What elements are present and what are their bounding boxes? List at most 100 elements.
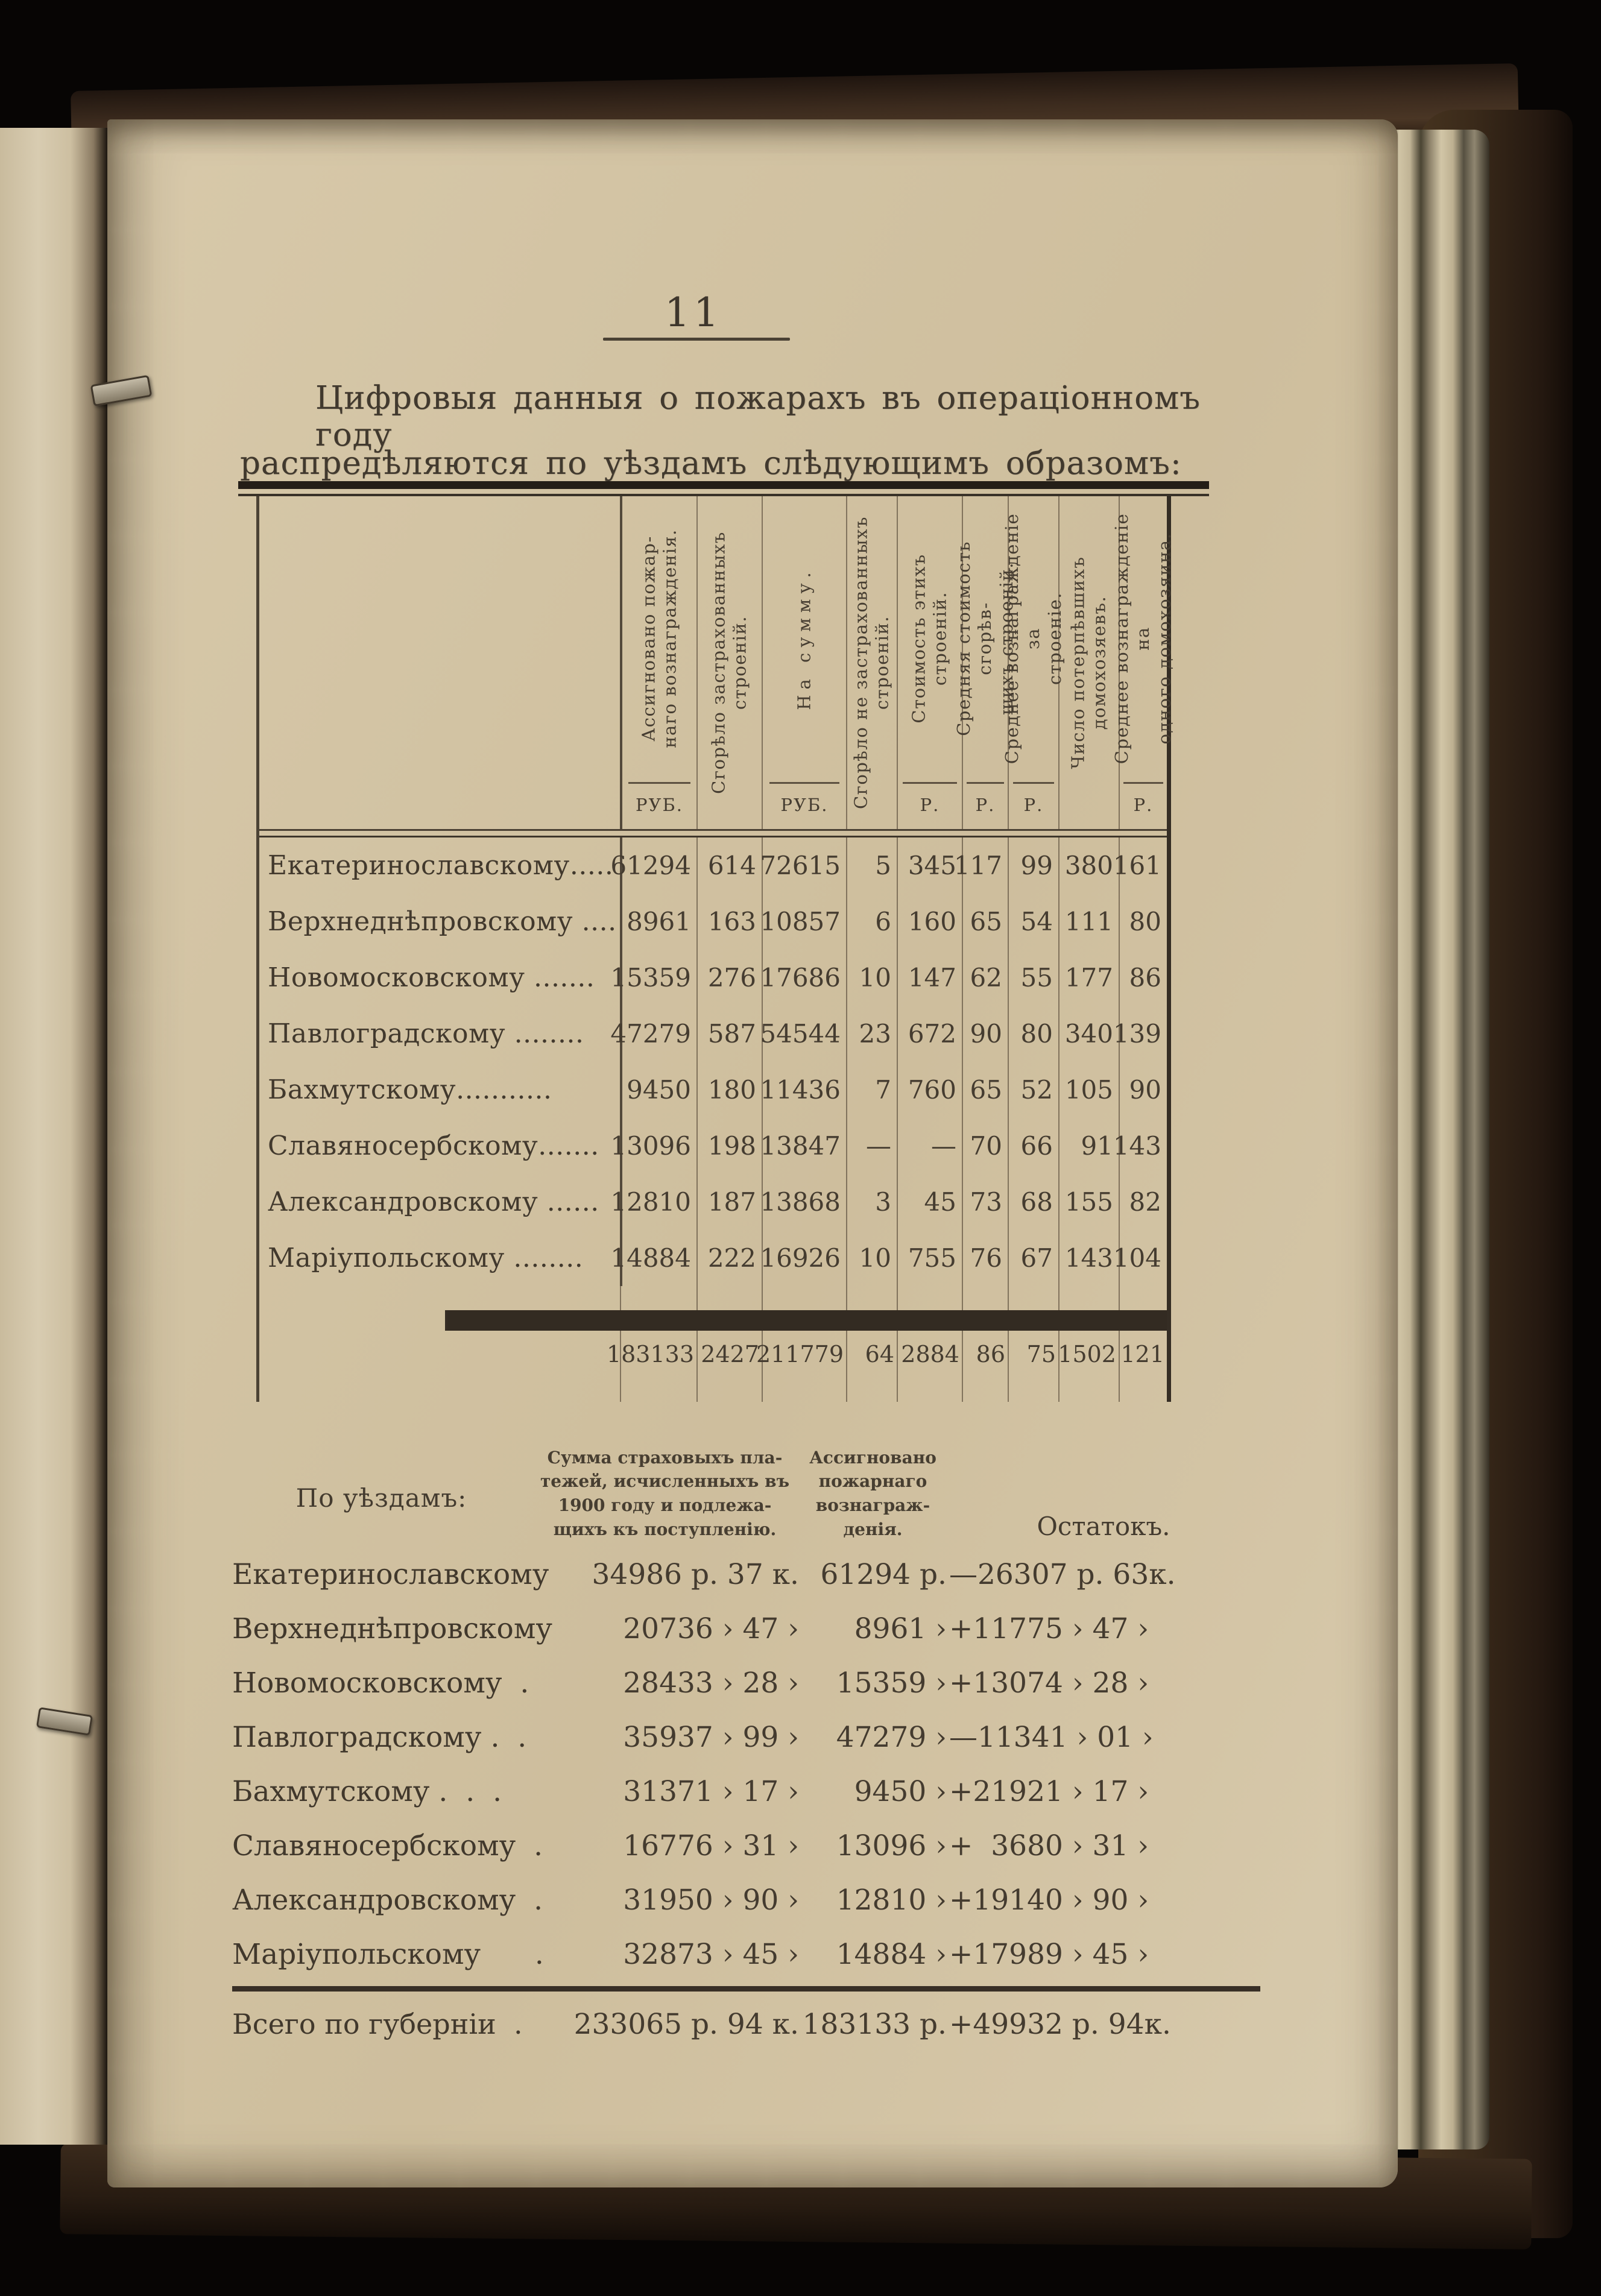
value-cell: 61294: [610, 837, 696, 894]
column-unit: Р.: [1120, 781, 1167, 829]
main-table-rows: Екатеринославскому..... 61294 614 72615 5 345…: [259, 837, 1167, 1286]
value-cell: 16926: [760, 1230, 846, 1286]
value-cell: 54: [1008, 894, 1058, 950]
district-name: Новомосковскому .......: [268, 962, 595, 993]
value-cell: 760: [897, 1062, 962, 1118]
settlement-premium: 16776 › 31 ›: [623, 1829, 799, 1862]
settlement-remainder: —11341 › 01 ›: [949, 1720, 1154, 1754]
rotated-label-wrap: Ассигновано пожар- наго вознагражденія.: [622, 496, 696, 781]
total-value-cell: 211779: [756, 1286, 846, 1402]
column-header-5: Стоимость этихъ строеній. Р.: [897, 496, 962, 829]
fires-by-district-table: Ассигновано пожар- наго вознагражденія. Р…: [238, 481, 1209, 1402]
settlement-district-name: Маріупольскому .: [232, 1937, 544, 1971]
district-name: Маріупольскому ........: [268, 1243, 584, 1273]
value-cell: 72615: [760, 837, 846, 894]
column-header-4: Сгорѣло не застрахованныхъ строеній.: [846, 496, 897, 829]
value-cell: 143: [1113, 1118, 1167, 1174]
value-cell: 139: [1113, 1006, 1167, 1062]
settlement-row: Славяносербскому . 16776 › 31 › 13096 › + 3…: [232, 1818, 1260, 1873]
settlement-assigned: 61294 р.: [820, 1557, 947, 1591]
intro-paragraph-line1: Цифровыя данныя о пожарахъ въ операціонн…: [315, 380, 1201, 453]
column-label: Сгорѣло застрахованныхъ строеній.: [708, 531, 750, 794]
value-cell: 13096: [610, 1118, 696, 1174]
settlement-row: Бахмутскому . . . 31371 › 17 › 9450 › +2192…: [232, 1764, 1260, 1818]
value-cell: 117: [954, 837, 1008, 894]
value-cell: 90: [1119, 1062, 1167, 1118]
settlement-assigned: 12810 ›: [836, 1883, 947, 1917]
main-table-totals: 183133 2427 211779 64 2884 86 75 1502 121: [259, 1286, 1167, 1402]
column-header-3: На сумму. РУБ.: [762, 496, 846, 829]
value-cell: 614: [696, 837, 762, 894]
total-value-cell: 64: [846, 1286, 897, 1402]
total-value-cell: 2427: [696, 1286, 762, 1402]
value-cell: 90: [962, 1006, 1008, 1062]
value-cell: 340: [1058, 1006, 1119, 1062]
settlement-remainder: +17989 › 45 ›: [949, 1937, 1149, 1971]
value-cell: 70: [962, 1118, 1008, 1174]
column-label: Число потерпѣвшихъ домохозяевъ.: [1067, 556, 1110, 769]
value-cell: 45: [897, 1174, 962, 1230]
settlement-row: Новомосковскому . 28433 › 28 › 15359 › +130…: [232, 1656, 1260, 1710]
district-name: Павлоградскому ........: [268, 1018, 584, 1049]
district-name: Екатеринославскому.....: [268, 850, 614, 881]
main-table-header: Ассигновано пожар- наго вознагражденія. Р…: [259, 496, 1175, 829]
column-header-2: Сгорѣло застрахованныхъ строеній.: [696, 496, 762, 829]
value-cell: 177: [1058, 950, 1119, 1006]
value-cell: 147: [897, 950, 962, 1006]
settlement-premium: 20736 › 47 ›: [623, 1612, 799, 1645]
settlement-premium: 32873 › 45 ›: [623, 1937, 799, 1971]
settlement-assigned: 14884 ›: [836, 1937, 947, 1971]
value-cell: 3: [846, 1174, 897, 1230]
value-cell: 163: [696, 894, 762, 950]
table-top-border: [238, 481, 1209, 496]
rotated-label-wrap: Среднее вознагражденіе на одного домохоз…: [1111, 496, 1175, 781]
header-divider-rule: [259, 829, 1167, 837]
settlement-col-districts: По уѣздамъ:: [295, 1483, 467, 1513]
column-header-7: Среднее вознагражденіе за строеніе. Р.: [1002, 496, 1065, 829]
value-cell: —: [897, 1118, 962, 1174]
value-cell: 345: [897, 837, 962, 894]
value-cell: 65: [962, 894, 1008, 950]
value-cell: —: [846, 1118, 897, 1174]
value-cell: 104: [1113, 1230, 1167, 1286]
value-cell: 13847: [760, 1118, 846, 1174]
settlement-remainder: +11775 › 47 ›: [949, 1612, 1149, 1645]
value-cell: 160: [897, 894, 962, 950]
settlement-remainder: —26307 р. 63к.: [949, 1557, 1176, 1591]
settlement-district-name: Славяносербскому .: [232, 1829, 543, 1862]
value-cell: 54544: [760, 1006, 846, 1062]
settlement-district-name: Бахмутскому . . .: [232, 1774, 502, 1808]
value-cell: 587: [696, 1006, 762, 1062]
value-cell: 155: [1058, 1174, 1119, 1230]
settlement-total-divider: [232, 1986, 1260, 1992]
rotated-label-wrap: Среднее вознагражденіе за строеніе.: [1002, 496, 1065, 781]
facing-page-sliver: [0, 128, 109, 2145]
settlement-header: По уѣздамъ: Сумма страховыхъ пла- тежей,…: [232, 1440, 1260, 1547]
settlement-assigned: 13096 ›: [836, 1829, 947, 1862]
value-cell: 672: [897, 1006, 962, 1062]
settlement-table: По уѣздамъ: Сумма страховыхъ пла- тежей,…: [232, 1440, 1260, 2053]
value-cell: 180: [696, 1062, 762, 1118]
book-page: 11 Цифровыя данныя о пожарахъ въ операці…: [107, 119, 1398, 2187]
value-cell: 14884: [610, 1230, 696, 1286]
value-cell: 276: [696, 950, 762, 1006]
value-cell: 8961: [620, 894, 696, 950]
value-cell: 91: [1058, 1118, 1119, 1174]
settlement-premium: 28433 › 28 ›: [623, 1666, 799, 1700]
total-label: Всего по губерніи .: [232, 2008, 523, 2040]
column-unit: Р.: [898, 781, 962, 829]
settlement-district-name: Александровскому .: [232, 1883, 543, 1917]
settlement-remainder: +13074 › 28 ›: [949, 1666, 1149, 1700]
value-cell: 12810: [610, 1174, 696, 1230]
total-value-cell: 183133: [607, 1286, 696, 1402]
settlement-row: Маріупольскому . 32873 › 45 › 14884 › +1798…: [232, 1927, 1260, 1981]
value-cell: 65: [962, 1062, 1008, 1118]
settlement-remainder: +19140 › 90 ›: [949, 1883, 1149, 1917]
value-cell: 80: [1119, 894, 1167, 950]
settlement-col-assigned: Ассигновано пожарнаго вознаграж- денія.: [809, 1447, 936, 1539]
district-row: Бахмутскому........... 9450 180 11436 7 760 65…: [259, 1062, 1167, 1118]
district-row: Александровскому ...... 12810 187 13868 3 45 7…: [259, 1174, 1167, 1230]
value-cell: 52: [1008, 1062, 1058, 1118]
settlement-total-row: Всего по губерніи . 233065 р. 94 к. 1831…: [232, 1995, 1260, 2053]
